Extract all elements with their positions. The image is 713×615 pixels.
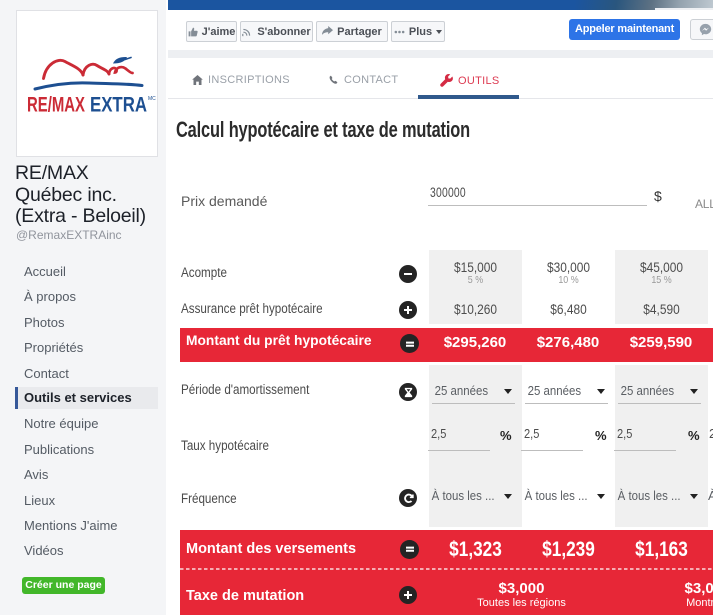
svg-text:EXTRA: EXTRA xyxy=(90,94,147,117)
svg-text:RE/MAX: RE/MAX xyxy=(27,94,85,117)
svg-text:MC: MC xyxy=(148,96,156,102)
